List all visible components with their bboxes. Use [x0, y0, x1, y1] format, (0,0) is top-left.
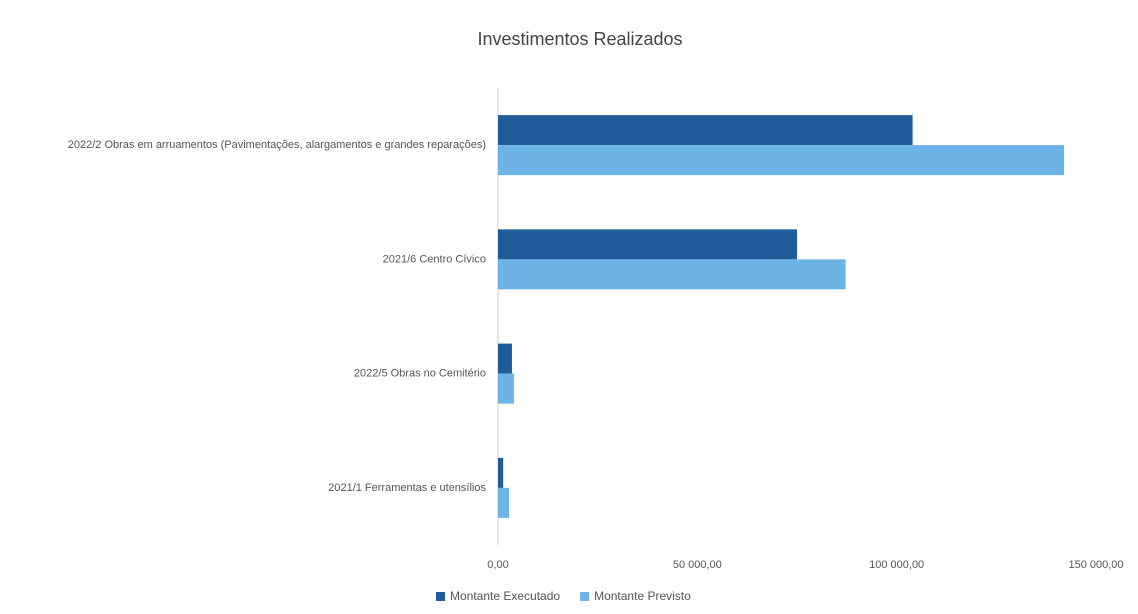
y-tick-label: 2021/6 Centro Cívico	[383, 253, 486, 265]
chart-title: Investimentos Realizados	[477, 29, 682, 49]
x-tick-label: 100 000,00	[869, 559, 924, 571]
bar	[498, 229, 797, 260]
bar	[498, 373, 514, 404]
bar	[498, 145, 1065, 176]
bar	[498, 487, 510, 518]
legend-swatch	[580, 592, 590, 601]
y-tick-label: 2021/1 Ferramentas e utensílios	[328, 482, 486, 494]
legend-label: Montante Previsto	[594, 589, 691, 603]
bar	[498, 115, 913, 146]
x-tick-label: 150 000,00	[1068, 559, 1123, 571]
y-tick-label: 2022/5 Obras no Cemitério	[354, 368, 486, 380]
bar	[498, 343, 512, 374]
bar	[498, 259, 846, 290]
x-tick-label: 50 000,00	[673, 559, 722, 571]
legend-label: Montante Executado	[450, 589, 560, 603]
x-tick-label: 0,00	[487, 559, 508, 571]
bar	[498, 457, 504, 488]
legend-swatch	[436, 592, 445, 601]
y-tick-label: 2022/2 Obras em arruamentos (Pavimentaçõ…	[68, 139, 486, 151]
